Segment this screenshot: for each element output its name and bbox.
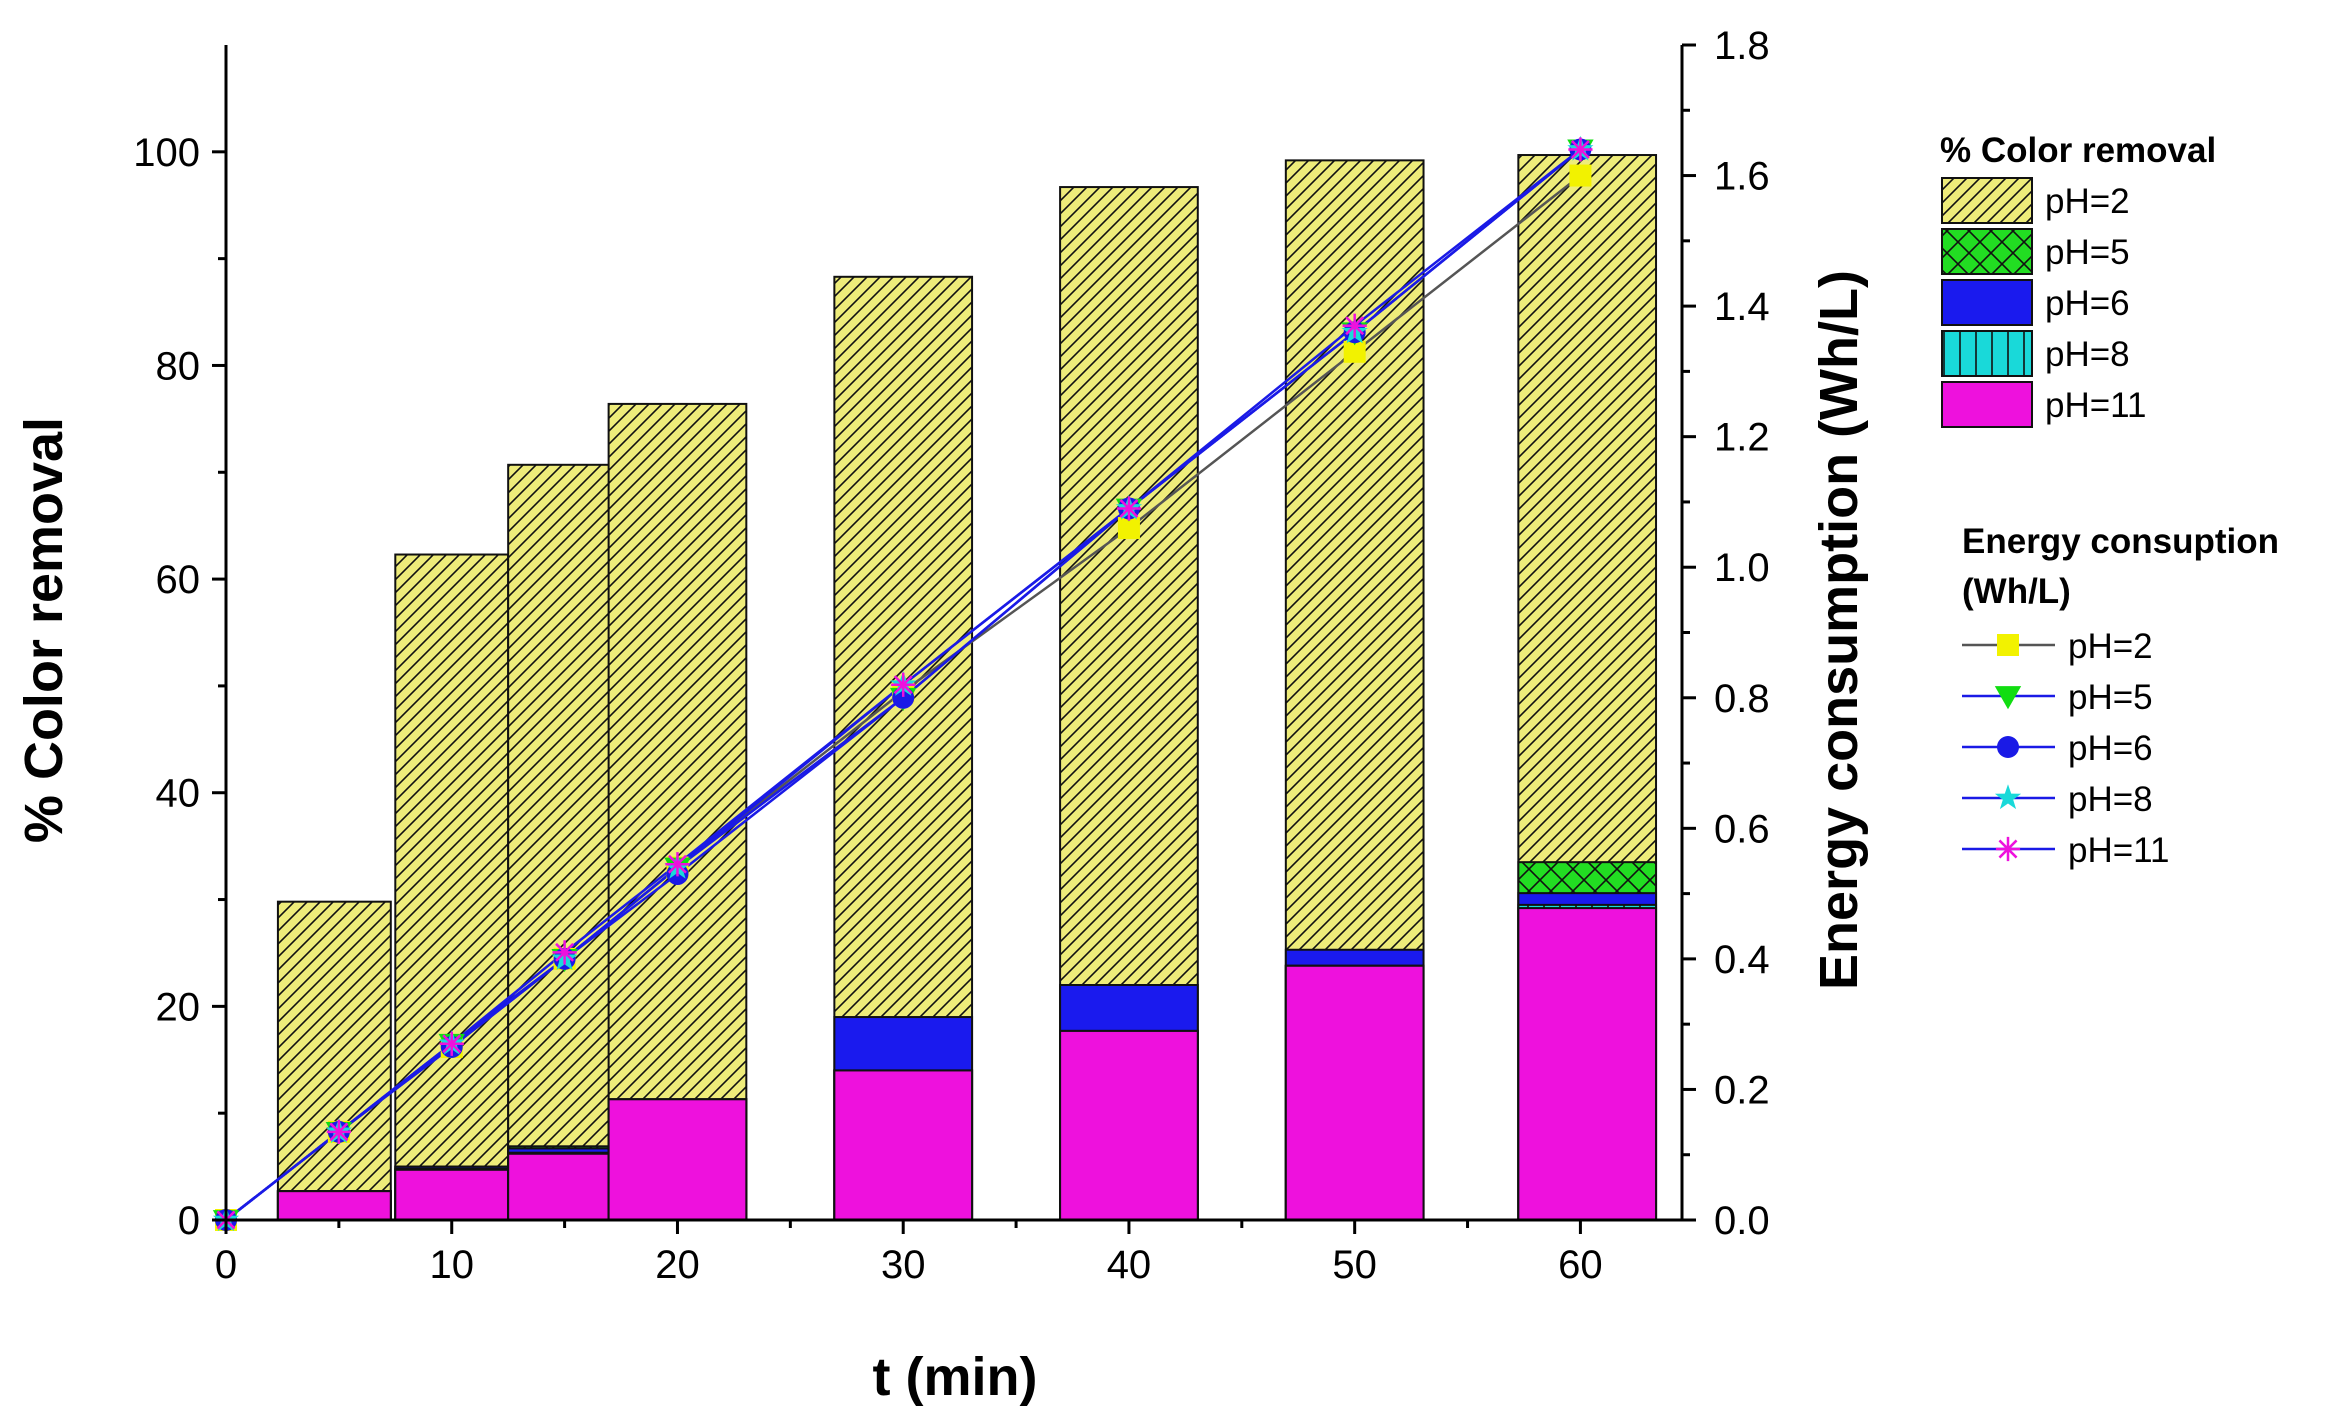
legend-color-removal: % Color removal pH=2 pH=5 pH=6 pH=8 pH=11 bbox=[1940, 131, 2216, 428]
x-tick-label: 30 bbox=[881, 1243, 926, 1287]
marker-energy-pH11-t30 bbox=[891, 672, 916, 697]
y-left-tick-label: 40 bbox=[156, 772, 201, 816]
legend-marker-pH11 bbox=[1995, 836, 2021, 862]
x-tick-label: 10 bbox=[429, 1243, 474, 1287]
marker-energy-pH11-t60 bbox=[1568, 137, 1593, 162]
legend-label-pH5: pH=5 bbox=[2045, 233, 2130, 272]
legend-label-pH6: pH=6 bbox=[2045, 284, 2130, 323]
legend-energy: Energy consuption (Wh/L) pH=2 pH=5 pH=6 pH=… bbox=[1962, 522, 2279, 870]
y-right-tick-label: 0.8 bbox=[1714, 677, 1770, 721]
y-right-tick-label: 0.4 bbox=[1714, 938, 1770, 982]
y-right-tick-label: 1.2 bbox=[1714, 416, 1770, 460]
x-tick-label: 40 bbox=[1107, 1243, 1152, 1287]
y-left-tick-label: 60 bbox=[156, 558, 201, 602]
bar-pH11-t5 bbox=[276, 1190, 392, 1221]
y-right-tick-label: 0.6 bbox=[1714, 807, 1770, 851]
y-left-tick-label: 20 bbox=[156, 985, 201, 1029]
legend-swatch-pH11 bbox=[1941, 381, 2033, 428]
x-tick-label: 50 bbox=[1332, 1243, 1377, 1287]
bar-pH11-t15 bbox=[507, 1152, 623, 1221]
legend-swatch-pH6 bbox=[1941, 279, 2033, 326]
y-left-tick-label: 80 bbox=[156, 344, 201, 388]
legend-color-removal-title: % Color removal bbox=[1940, 131, 2216, 170]
y-right-tick-label: 0.0 bbox=[1714, 1199, 1770, 1243]
y-right-axis-title: Energy consumption (Wh/L) bbox=[1809, 270, 1869, 990]
legend-swatch-pH8 bbox=[1941, 330, 2033, 377]
y-right-tick-label: 0.2 bbox=[1714, 1068, 1770, 1112]
marker-energy-pH11-t20 bbox=[665, 852, 690, 877]
legend-energy-label-pH5: pH=5 bbox=[2068, 678, 2153, 717]
bars-layer bbox=[276, 154, 1658, 1222]
legend-swatch-pH2 bbox=[1941, 177, 2033, 224]
legend-marker-pH5 bbox=[1994, 686, 2022, 710]
legend-swatch-pH5 bbox=[1941, 228, 2033, 275]
legend-energy-label-pH2: pH=2 bbox=[2068, 627, 2153, 666]
bar-pH11-t30 bbox=[833, 1069, 974, 1222]
bar-pH11-t50 bbox=[1284, 964, 1425, 1221]
y-left-tick-label: 0 bbox=[178, 1199, 200, 1243]
legend-marker-pH8 bbox=[1994, 784, 2022, 810]
marker-energy-pH11-t10 bbox=[439, 1031, 464, 1056]
marker-energy-pH2-t40 bbox=[1117, 517, 1140, 540]
bar-pH11-t60 bbox=[1517, 907, 1658, 1221]
legend-marker-pH2 bbox=[1997, 634, 2019, 656]
bar-pH2-t15 bbox=[507, 463, 623, 1221]
marker-energy-pH2-t50 bbox=[1343, 340, 1366, 363]
x-axis-title: t (min) bbox=[873, 1347, 1038, 1407]
marker-energy-pH11-t50 bbox=[1342, 313, 1367, 338]
axes-layer: 0 10 20 30 40 50 60 0 20 40 60 80 100 0.0 0.2 0.4 0.6 0.8… bbox=[133, 24, 1769, 1287]
x-tick-label: 0 bbox=[215, 1243, 237, 1287]
x-tick-label: 20 bbox=[655, 1243, 700, 1287]
marker-energy-pH11-t15 bbox=[552, 940, 577, 965]
bar-pH11-t20 bbox=[607, 1098, 748, 1221]
y-right-tick-label: 1.0 bbox=[1714, 546, 1770, 590]
legend-label-pH2: pH=2 bbox=[2045, 182, 2130, 221]
bar-pH2-t20 bbox=[607, 402, 748, 1221]
legend-label-pH8: pH=8 bbox=[2045, 335, 2130, 374]
y-left-tick-label: 100 bbox=[133, 131, 200, 175]
legend-energy-title-line2: (Wh/L) bbox=[1962, 572, 2071, 611]
legend-energy-label-pH8: pH=8 bbox=[2068, 780, 2153, 819]
y-right-tick-label: 1.6 bbox=[1714, 155, 1770, 199]
marker-energy-pH11-t5 bbox=[326, 1119, 351, 1144]
bar-pH2-t10 bbox=[394, 553, 510, 1221]
y-right-tick-label: 1.8 bbox=[1714, 24, 1770, 68]
bar-pH11-t40 bbox=[1059, 1029, 1199, 1221]
legend-energy-label-pH6: pH=6 bbox=[2068, 729, 2153, 768]
legend-energy-title-line1: Energy consuption bbox=[1962, 522, 2279, 561]
marker-energy-pH2-t60 bbox=[1569, 164, 1592, 187]
bar-pH11-t10 bbox=[394, 1168, 510, 1221]
lines-layer bbox=[212, 135, 1594, 1234]
legend-marker-pH6 bbox=[1997, 736, 2019, 758]
legend-energy-label-pH11: pH=11 bbox=[2068, 831, 2170, 870]
y-left-axis-title: % Color removal bbox=[14, 417, 74, 843]
x-tick-label: 60 bbox=[1558, 1243, 1603, 1287]
marker-energy-pH11-t40 bbox=[1116, 496, 1142, 521]
y-right-tick-label: 1.4 bbox=[1714, 285, 1770, 329]
legend-label-pH11: pH=11 bbox=[2045, 386, 2147, 425]
bar-pH2-t5 bbox=[276, 900, 392, 1221]
